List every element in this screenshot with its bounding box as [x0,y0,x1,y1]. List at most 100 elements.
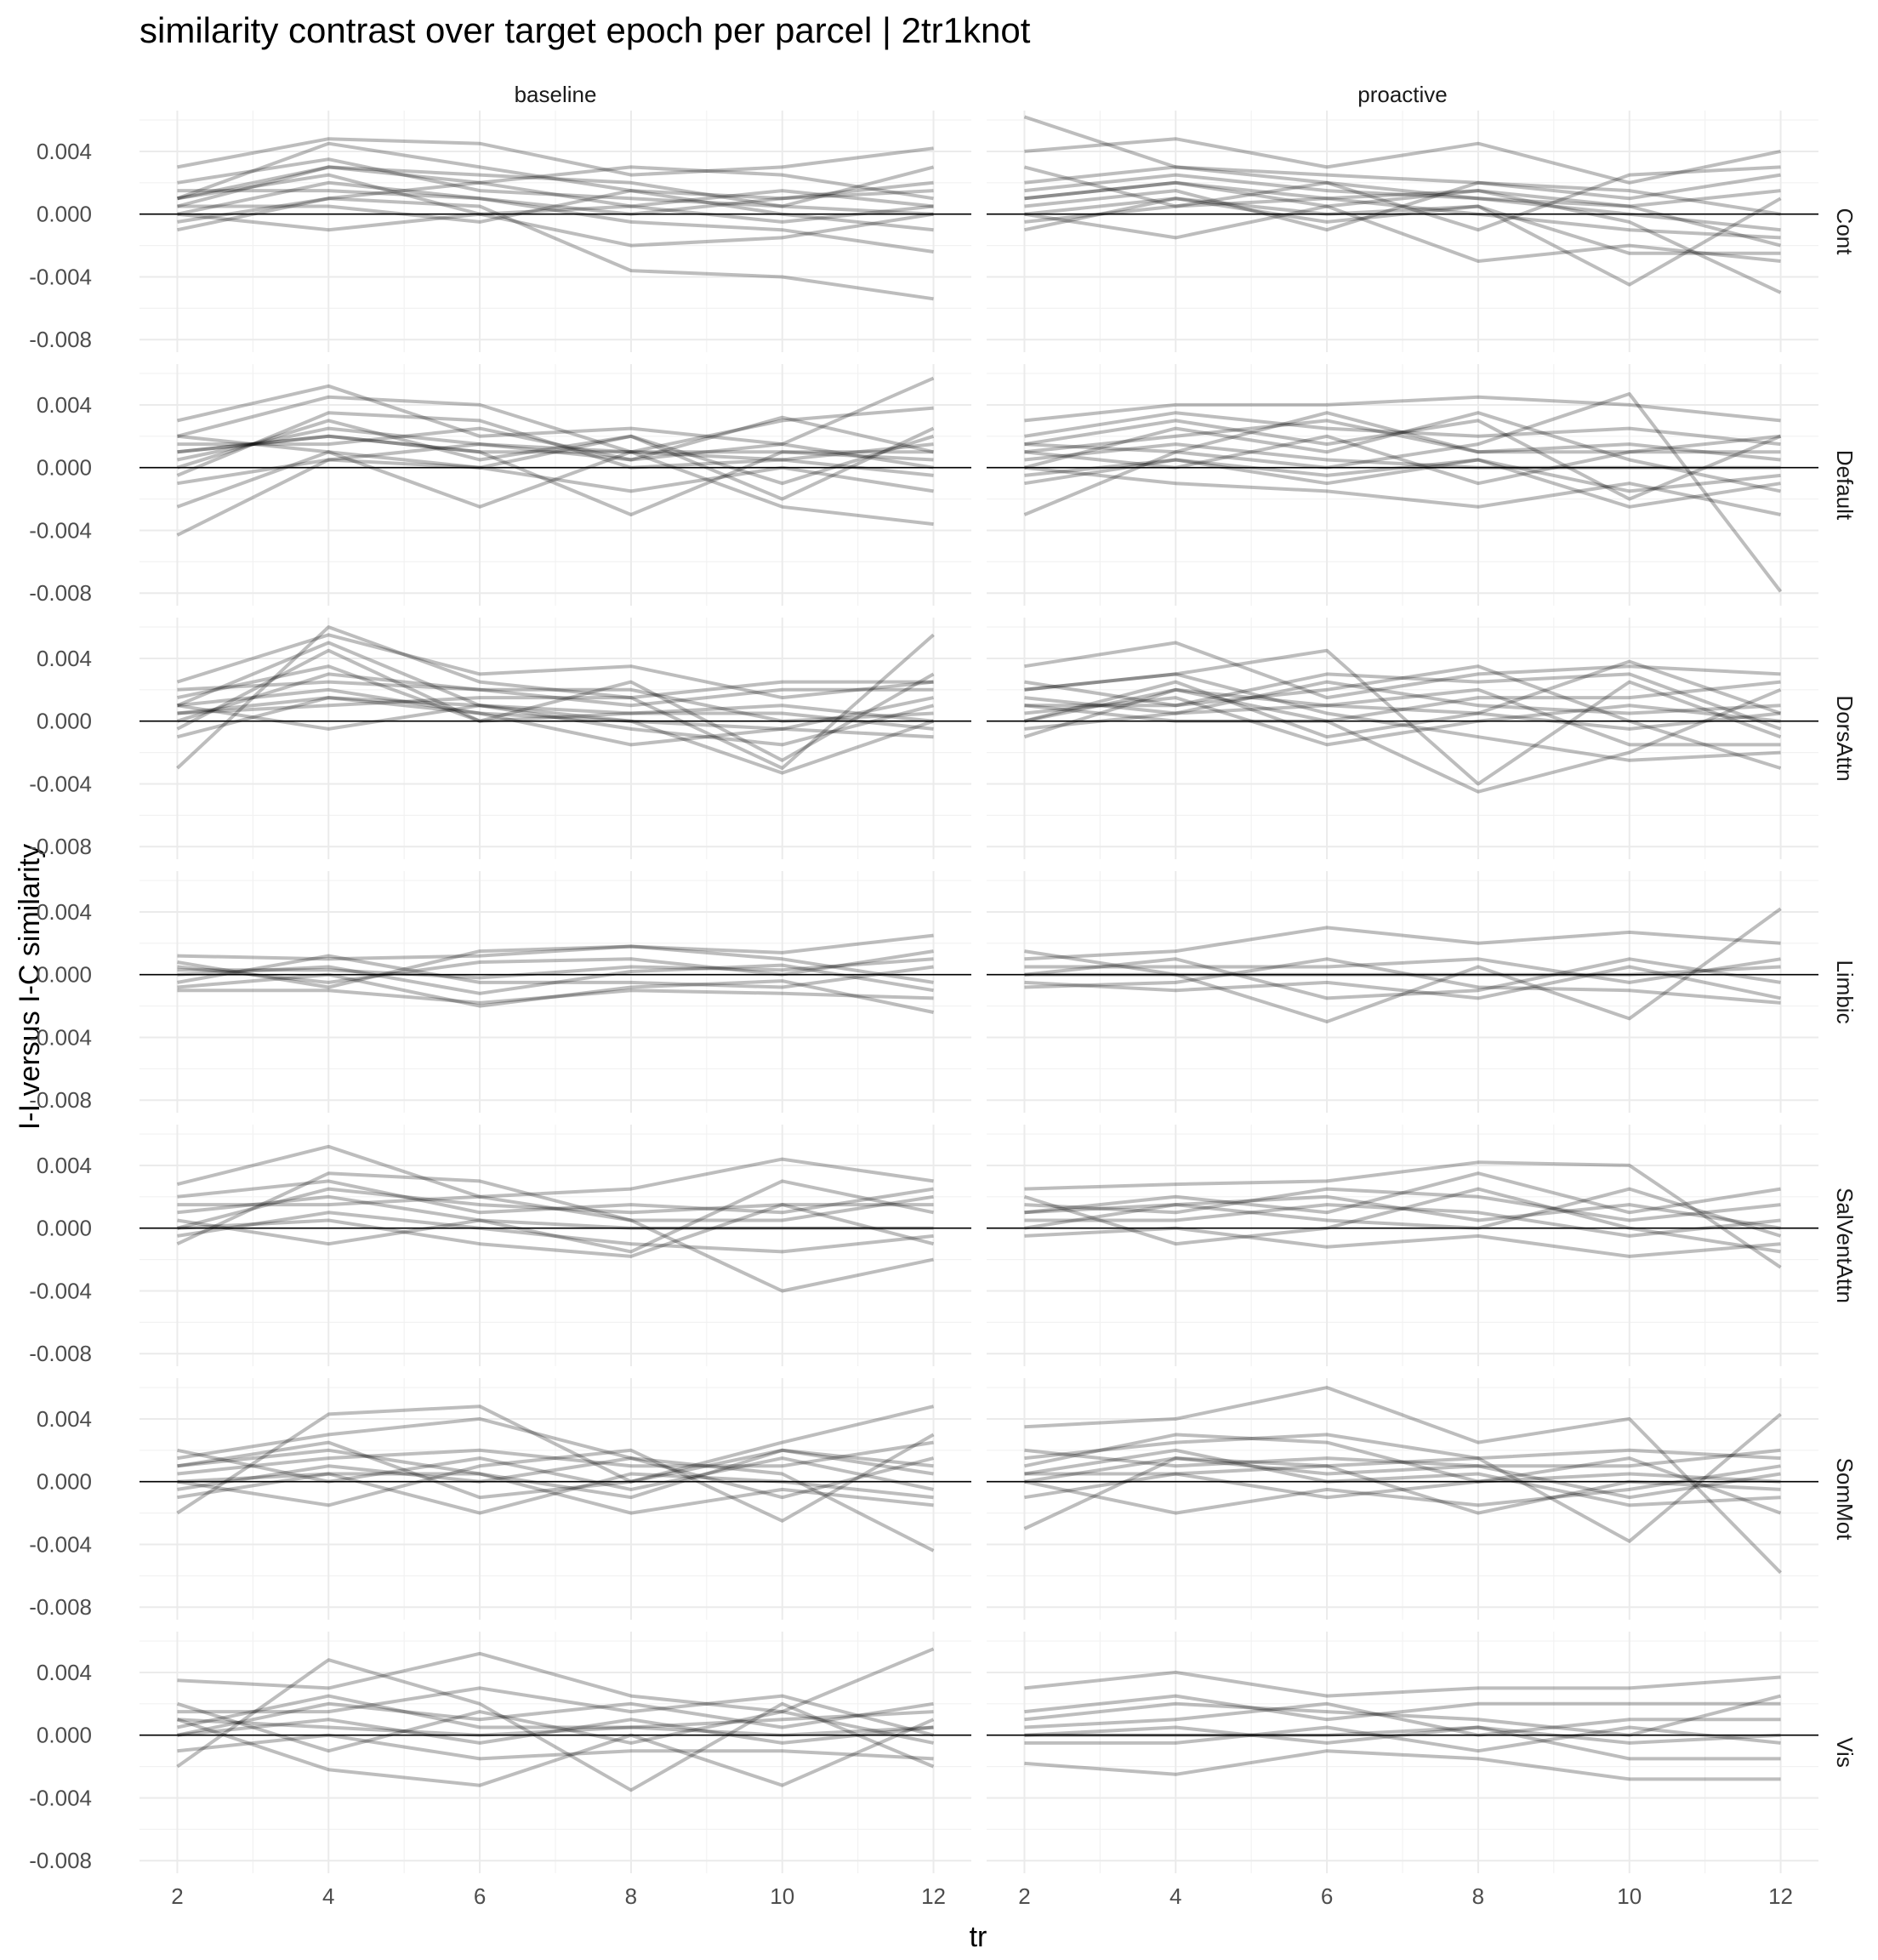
series-line [1023,411,1781,493]
facet-row-label: Limbic [1832,960,1858,1023]
x-tick-label: 12 [921,1883,946,1909]
series-line [1024,957,1781,984]
facet-row-label: Default [1832,450,1858,521]
x-tick-label: 10 [770,1883,794,1909]
x-tick-label: 6 [474,1883,486,1909]
series-line [177,1456,935,1500]
series-line [1024,165,1781,201]
series-line [1024,1694,1782,1737]
series-line [177,1686,935,1737]
series-line [1024,1160,1782,1269]
series-line [176,1701,934,1753]
series-line [176,641,935,775]
facet-panel [987,1378,1818,1620]
series-line [177,180,934,224]
y-tick-label: 0.004 [37,899,92,925]
series-line [177,173,934,224]
series-line [1023,165,1781,232]
y-tick-label: 0.000 [37,1469,92,1495]
series-line [1023,687,1782,794]
series-line [176,442,934,537]
series-line [177,1448,934,1500]
series-line [1024,965,1781,1000]
series-line [177,957,934,980]
series-line [1024,1386,1782,1575]
series-line [177,1203,935,1258]
y-tick-label: 0.004 [37,1153,92,1178]
y-tick-label: 0.004 [37,1660,92,1685]
y-tick-label: -0.004 [29,517,92,543]
series-line [1024,1464,1781,1515]
series-line [1024,419,1782,501]
x-tick-label: 10 [1617,1883,1642,1909]
series-line [1024,672,1781,762]
x-tick-label: 8 [1472,1883,1484,1909]
y-tick-label: -0.008 [29,327,92,352]
series-line [1024,1456,1781,1500]
chart-title: similarity contrast over target epoch pe… [139,10,1031,50]
x-axis-title: tr [970,1921,987,1953]
series-line [177,954,934,989]
series-line [1024,395,1781,423]
y-tick-label: -0.008 [29,834,92,859]
series-line [177,137,934,177]
series-line [1023,1187,1781,1254]
y-tick-label: 0.000 [37,709,92,734]
series-line [176,165,934,208]
x-tick-label: 2 [171,1883,183,1909]
y-tick-label: -0.008 [29,1087,92,1113]
series-line [1024,687,1781,731]
series-line [177,989,934,1005]
series-line [177,933,934,961]
series-line [177,664,934,731]
series-line [1024,641,1781,700]
y-tick-label: -0.004 [29,1024,92,1050]
series-line [1024,411,1781,447]
series-line [177,180,934,254]
y-tick-label: -0.004 [29,771,92,796]
series-line [1024,180,1781,232]
series-line [1024,137,1781,185]
y-tick-label: 0.000 [37,202,92,227]
series-line [177,212,934,248]
series-line [176,1404,934,1515]
facet-panel [139,364,971,606]
series-line [177,680,934,715]
series-line [176,633,934,700]
series-line [176,395,934,454]
series-line [1024,957,1781,1005]
series-line [177,376,935,447]
series-line [177,1440,934,1500]
x-tick-label: 12 [1768,1883,1793,1909]
series-line [176,625,935,770]
series-line [1024,672,1782,731]
y-tick-label: -0.008 [29,1594,92,1620]
y-tick-label: -0.004 [29,1278,92,1303]
series-line [1024,1226,1781,1258]
y-tick-label: 0.004 [37,1406,92,1432]
series-line [177,687,934,739]
series-line [177,1433,935,1523]
series-line [177,1179,934,1215]
facet-panel [139,1378,971,1620]
facet-column-label: proactive [1357,82,1448,107]
series-line [1024,1194,1781,1230]
series-line [1024,1472,1781,1500]
series-line [177,189,934,232]
series-line [177,696,934,723]
series-line [1023,115,1782,248]
series-line [176,1718,935,1787]
series-line [1024,926,1781,961]
series-line [1024,907,1782,1023]
series-line [177,1211,934,1254]
series-line [176,450,934,527]
series-line [1024,434,1781,486]
y-tick-label: -0.004 [29,1785,92,1810]
series-line [1023,1412,1782,1543]
y-tick-label: -0.008 [29,1341,92,1366]
series-line [177,426,935,501]
series-line [177,189,934,216]
series-line [1024,197,1781,240]
y-tick-label: 0.000 [37,962,92,988]
series-line [1024,1171,1781,1215]
